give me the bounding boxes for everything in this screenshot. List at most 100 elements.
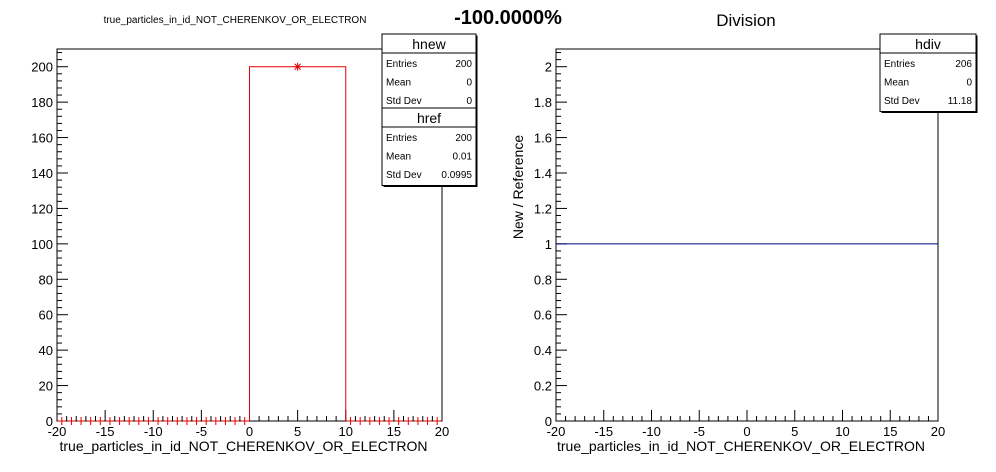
x-tick-label: 15 xyxy=(883,424,897,439)
data-point-href xyxy=(105,417,114,425)
data-point-href xyxy=(134,417,143,425)
x-tick-label: 20 xyxy=(931,424,945,439)
data-point-href xyxy=(211,417,220,425)
stats-box-frame xyxy=(381,107,477,186)
data-point-href xyxy=(375,417,384,425)
y-tick-label: 1.2 xyxy=(534,201,552,216)
header: -100.0000% xyxy=(454,7,562,29)
data-point-href xyxy=(221,417,230,425)
stats-box-title: href xyxy=(417,110,441,126)
stats-row-value: 200 xyxy=(455,59,472,70)
x-tick-label: -15 xyxy=(96,424,115,439)
data-point-href xyxy=(57,417,66,425)
y-tick-label: 120 xyxy=(31,201,53,216)
x-tick-label: 10 xyxy=(835,424,849,439)
data-point-href xyxy=(154,417,163,425)
data-point-href xyxy=(192,417,201,425)
stats-row-label: Entries xyxy=(386,59,417,70)
y-tick-label: 1.4 xyxy=(534,166,552,181)
stats-row-label: Mean xyxy=(386,78,411,89)
data-point-href xyxy=(202,417,211,425)
x-tick-label: -20 xyxy=(547,424,566,439)
data-point-href xyxy=(115,417,124,425)
stats-row-value: 200 xyxy=(455,133,472,144)
data-point-href xyxy=(96,417,105,425)
data-point-href xyxy=(293,62,302,71)
data-point-href xyxy=(67,417,76,425)
stats-row-label: Std Dev xyxy=(884,96,920,107)
y-axis-label: New / Reference xyxy=(510,135,526,239)
y-tick-label: 60 xyxy=(39,308,53,323)
x-tick-label: 5 xyxy=(294,424,301,439)
stats-row-label: Mean xyxy=(884,78,909,89)
y-tick-label: 0 xyxy=(46,414,53,429)
data-point-href xyxy=(77,417,86,425)
stats-row-label: Std Dev xyxy=(386,96,422,107)
stats-row-label: Mean xyxy=(386,152,411,163)
data-point-href xyxy=(404,417,413,425)
chart-title: true_particles_in_id_NOT_CHERENKOV_OR_EL… xyxy=(104,15,367,26)
y-tick-label: 0.2 xyxy=(534,379,552,394)
x-tick-label: -10 xyxy=(144,424,163,439)
stats-row-value: 0 xyxy=(466,78,472,89)
data-point-href xyxy=(125,417,134,425)
x-tick-label: -15 xyxy=(594,424,613,439)
data-point-href xyxy=(240,417,249,425)
x-tick-label: 10 xyxy=(339,424,353,439)
y-tick-label: 2 xyxy=(545,60,552,75)
y-tick-label: 1.6 xyxy=(534,131,552,146)
x-tick-label: -5 xyxy=(693,424,705,439)
stats-box-title: hdiv xyxy=(915,36,941,52)
x-tick-label: -20 xyxy=(48,424,67,439)
data-point-href xyxy=(423,417,432,425)
stats-row-value: 206 xyxy=(955,59,972,70)
x-tick-label: 0 xyxy=(743,424,750,439)
x-axis-label: true_particles_in_id_NOT_CHERENKOV_OR_EL… xyxy=(557,438,925,454)
y-tick-label: 1.8 xyxy=(534,95,552,110)
stats-box-title: hnew xyxy=(412,36,446,52)
stats-row-value: 0.0995 xyxy=(441,170,472,181)
y-tick-label: 80 xyxy=(39,272,53,287)
data-point-href xyxy=(346,417,355,425)
y-tick-label: 180 xyxy=(31,95,53,110)
data-point-href xyxy=(182,417,191,425)
stats-box-frame xyxy=(879,33,977,112)
right-division-panel: Division -20 -15 -10 -5 0 5 10 15 20 0 0.2 0.4 0.6 0.8… xyxy=(510,11,978,454)
y-tick-label: 0 xyxy=(545,414,552,429)
stats-row-value: 0 xyxy=(466,96,472,107)
y-tick-label: 140 xyxy=(31,166,53,181)
marker-d2 xyxy=(294,63,301,71)
data-point-href xyxy=(385,417,394,425)
y-tick-label: 0.6 xyxy=(534,308,552,323)
x-axis-label: true_particles_in_id_NOT_CHERENKOV_OR_EL… xyxy=(59,438,427,454)
left-histogram-panel: true_particles_in_id_NOT_CHERENKOV_OR_EL… xyxy=(31,15,478,454)
data-point-href xyxy=(173,417,182,425)
stats-row-value: 0.01 xyxy=(453,152,473,163)
y-tick-label: 20 xyxy=(39,379,53,394)
y-tick-label: 200 xyxy=(31,60,53,75)
x-tick-label: -5 xyxy=(196,424,208,439)
y-tick-label: 0.4 xyxy=(534,343,552,358)
stats-row-label: Entries xyxy=(386,133,417,144)
y-tick-label: 100 xyxy=(31,237,53,252)
y-tick-label: 0.8 xyxy=(534,272,552,287)
data-point-href xyxy=(86,417,95,425)
stats-row-label: Entries xyxy=(884,59,915,70)
y-tick-label: 160 xyxy=(31,131,53,146)
data-point-href xyxy=(433,417,442,425)
data-point-href xyxy=(394,417,403,425)
comparison-percentage: -100.0000% xyxy=(454,7,562,29)
data-point-href xyxy=(144,417,153,425)
data-point-href xyxy=(231,417,240,425)
x-tick-label: 5 xyxy=(791,424,798,439)
x-tick-label: -10 xyxy=(642,424,661,439)
stats-box-hnew: hnew Entries 200 Mean 0 Std Dev 0 xyxy=(381,33,478,113)
chart-title: Division xyxy=(716,11,776,30)
histogram-bar-hnew xyxy=(249,66,347,421)
y-tick-label: 40 xyxy=(39,343,53,358)
x-tick-label: 15 xyxy=(387,424,401,439)
data-point-href xyxy=(413,417,422,425)
